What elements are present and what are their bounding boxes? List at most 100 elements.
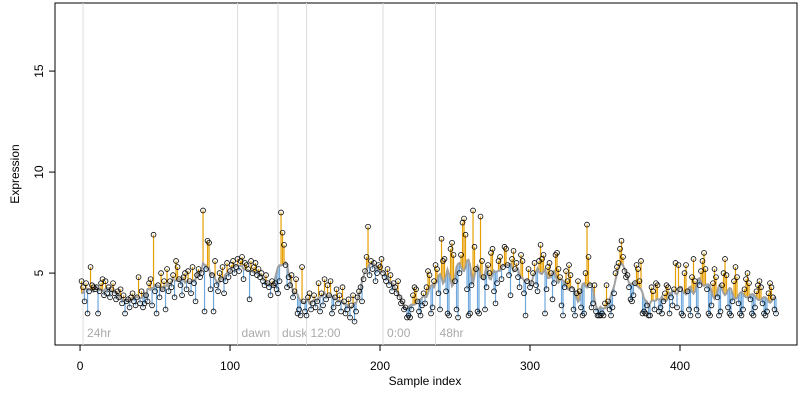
point — [650, 288, 656, 295]
point — [479, 258, 485, 264]
point — [315, 280, 322, 286]
point — [335, 300, 341, 307]
point — [512, 266, 518, 272]
point — [162, 306, 169, 313]
point — [528, 280, 535, 286]
point — [170, 272, 176, 278]
point — [654, 282, 661, 289]
point — [225, 274, 232, 280]
point — [347, 314, 353, 321]
point — [516, 284, 523, 291]
point — [600, 312, 607, 319]
point — [126, 304, 133, 311]
point — [117, 286, 124, 293]
point — [215, 288, 221, 295]
point — [744, 270, 751, 276]
point — [560, 312, 566, 319]
point — [534, 288, 541, 295]
point — [612, 270, 619, 276]
point — [191, 280, 197, 286]
point — [389, 288, 395, 295]
point — [546, 260, 553, 266]
point — [195, 266, 202, 272]
point — [252, 260, 259, 266]
point — [638, 258, 644, 264]
point — [263, 272, 269, 278]
point — [518, 252, 524, 258]
point — [224, 260, 230, 266]
point — [618, 237, 625, 244]
x-tick-label: 200 — [370, 359, 390, 373]
point — [428, 310, 434, 317]
point — [699, 258, 706, 264]
point — [497, 254, 503, 260]
point — [458, 252, 464, 258]
point — [174, 264, 181, 270]
marker-label: 48hr — [440, 326, 464, 340]
point — [701, 250, 707, 256]
point — [575, 278, 581, 284]
point — [668, 294, 674, 301]
point — [354, 294, 361, 301]
point — [165, 288, 172, 295]
point — [608, 312, 614, 319]
point — [684, 288, 691, 295]
point — [287, 282, 293, 289]
point — [227, 268, 233, 274]
point — [557, 274, 563, 280]
point — [306, 290, 313, 297]
point — [189, 264, 196, 270]
point — [275, 290, 281, 297]
point — [467, 310, 473, 317]
point — [161, 278, 167, 284]
point — [734, 274, 740, 280]
point — [351, 318, 358, 325]
point — [450, 252, 457, 258]
point — [86, 288, 92, 295]
point — [461, 215, 467, 222]
marker-label: 0:00 — [387, 326, 411, 340]
point — [437, 306, 443, 313]
point — [407, 314, 413, 321]
point — [323, 296, 329, 303]
point — [548, 270, 554, 276]
point — [300, 298, 307, 305]
point — [168, 284, 175, 291]
point — [213, 282, 220, 289]
marker-label: 24hr — [87, 326, 111, 340]
point — [192, 298, 199, 305]
point — [522, 312, 529, 319]
smooth-line — [81, 258, 777, 311]
point — [167, 278, 173, 284]
point — [525, 266, 532, 272]
point — [426, 272, 433, 278]
point — [443, 288, 449, 295]
point — [675, 262, 682, 268]
point — [441, 256, 448, 262]
point — [344, 306, 350, 313]
point — [147, 276, 154, 282]
point — [341, 298, 347, 305]
point — [756, 278, 763, 284]
point — [314, 298, 320, 305]
point — [533, 282, 539, 289]
point — [374, 270, 380, 276]
point — [683, 262, 689, 268]
point — [665, 284, 671, 291]
point — [666, 310, 673, 317]
point — [144, 298, 151, 305]
point — [759, 300, 766, 307]
point — [371, 260, 377, 266]
point — [624, 272, 631, 278]
point — [717, 308, 724, 315]
point — [603, 282, 610, 289]
point — [711, 266, 718, 272]
point — [765, 290, 772, 297]
point — [680, 312, 686, 319]
point — [752, 304, 758, 311]
point — [449, 239, 455, 246]
point — [245, 266, 251, 272]
point — [218, 276, 224, 282]
point — [549, 296, 556, 303]
point — [272, 280, 278, 286]
